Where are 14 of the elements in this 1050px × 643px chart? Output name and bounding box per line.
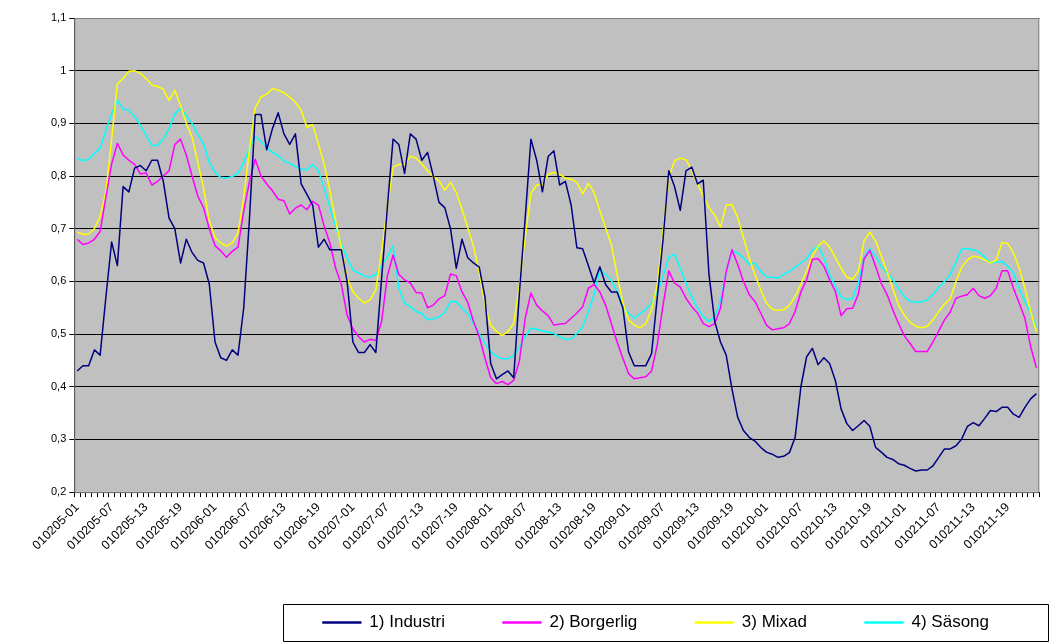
y-tick-label: 1: [60, 63, 67, 76]
legend-label: 3) Mixad: [741, 612, 808, 632]
legend-label: 1) Industri: [369, 612, 445, 632]
y-tick-label: 0,6: [50, 274, 67, 287]
y-tick-label: 0,4: [50, 379, 67, 392]
y-tick-label: 0,5: [50, 327, 67, 340]
y-tick-label: 0,9: [50, 116, 67, 129]
y-tick-label: 0,8: [50, 169, 67, 182]
legend-label: 2) Borgerlig: [549, 612, 638, 632]
legend-label: 4) Säsong: [911, 612, 989, 632]
y-tick-label: 0,2: [50, 485, 67, 498]
y-tick-label: 1,1: [50, 11, 67, 24]
y-tick-label: 0,7: [50, 221, 67, 234]
y-tick-label: 0,3: [50, 432, 67, 445]
